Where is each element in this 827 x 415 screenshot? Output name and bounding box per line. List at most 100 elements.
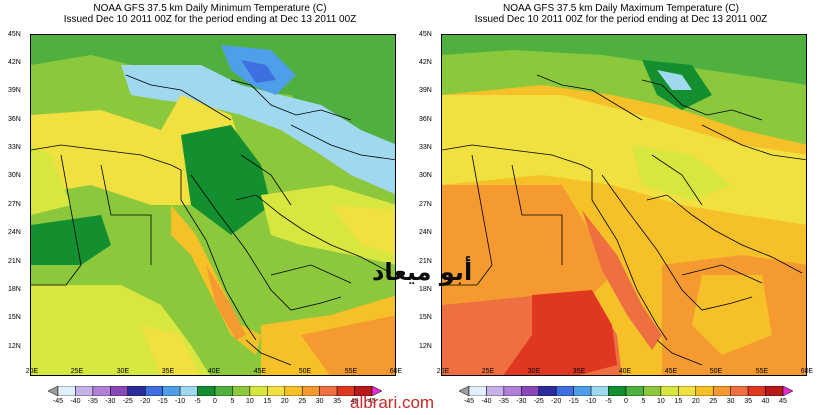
colorbar-label: -45: [52, 398, 64, 405]
lat-tick: 30N: [419, 172, 432, 179]
colorbar-swatch: [232, 386, 251, 396]
lon-tick: 50E: [709, 368, 723, 375]
colorbar-label: -40: [481, 398, 492, 405]
colorbar-label: -45: [463, 398, 475, 405]
max-temp-panel: NOAA GFS 37.5 km Daily Maximum Temperatu…: [419, 0, 813, 415]
colorbar-label: 15: [674, 398, 683, 405]
lat-tick: 21N: [8, 258, 21, 265]
watermark-site: albrari.com: [350, 393, 435, 412]
colorbar-swatch: [660, 386, 679, 396]
colorbar-swatch: [249, 386, 268, 396]
lat-tick: 39N: [419, 87, 432, 94]
lon-tick: 25E: [481, 368, 495, 375]
lat-tick: 42N: [8, 59, 21, 66]
lat-tick: 27N: [419, 201, 432, 208]
colorbar-label: 45: [368, 398, 376, 405]
colorbar-label: -15: [157, 398, 168, 405]
colorbar-swatch: [555, 386, 574, 396]
colorbar-label: 40: [350, 398, 359, 405]
colorbar-label: -10: [175, 398, 186, 405]
colorbar-swatch: [712, 386, 731, 396]
colorbar-label: 10: [656, 398, 665, 405]
colorbar-swatch: [459, 386, 470, 396]
lat-tick: 30N: [8, 172, 21, 179]
colorbar-label: 0: [213, 398, 217, 405]
min-temp-field: [31, 35, 395, 375]
colorbar-label: 5: [641, 398, 646, 405]
colorbar-swatch: [503, 386, 522, 396]
colorbar-swatch: [301, 386, 320, 396]
colorbar-label: -25: [533, 398, 544, 405]
colorbar-label: 10: [245, 398, 254, 405]
colorbar-label: 30: [315, 398, 324, 405]
colorbar-swatch: [468, 386, 487, 396]
colorbar-swatch: [782, 386, 793, 396]
colorbar-swatch: [267, 386, 286, 396]
colorbar-label: 0: [624, 398, 628, 405]
colorbar-swatch: [214, 386, 233, 396]
colorbar-swatch: [127, 386, 146, 396]
colorbar-swatch: [319, 386, 338, 396]
colorbar-swatch: [92, 386, 111, 396]
colorbar-label: -35: [498, 398, 509, 405]
colorbar-label: 15: [263, 398, 272, 405]
lat-tick: 18N: [419, 286, 432, 293]
lat-tick: 42N: [419, 59, 432, 66]
lon-tick: 35E: [161, 368, 175, 375]
colorbar-label: -5: [194, 398, 201, 405]
lat-tick: 36N: [419, 116, 432, 123]
colorbar-swatch: [643, 386, 662, 396]
panel-title: NOAA GFS 37.5 km Daily Minimum Temperatu…: [93, 3, 327, 14]
colorbar-swatch: [162, 386, 181, 396]
colorbar-label: 25: [709, 398, 718, 405]
colorbar-swatch: [179, 386, 198, 396]
lat-tick: 24N: [419, 229, 432, 236]
colorbar: [48, 386, 382, 396]
lon-tick: 55E: [344, 368, 358, 375]
colorbar-swatch: [144, 386, 163, 396]
colorbar-label: -15: [568, 398, 579, 405]
lon-tick: 60E: [800, 368, 814, 375]
colorbar-label: -30: [516, 398, 527, 405]
lat-tick: 15N: [8, 314, 21, 321]
lon-tick: 20E: [25, 368, 39, 375]
colorbar-swatch: [625, 386, 644, 396]
min-temp-panel: NOAA GFS 37.5 km Daily Minimum Temperatu…: [8, 0, 402, 415]
watermark-text: أبو ميعاد: [372, 258, 473, 286]
colorbar-label: 20: [691, 398, 700, 405]
lat-tick: 15N: [419, 314, 432, 321]
colorbar-label: 20: [280, 398, 289, 405]
colorbar-swatch: [765, 386, 784, 396]
colorbar: [459, 386, 793, 396]
lat-tick: 27N: [8, 201, 21, 208]
lat-tick: 24N: [8, 229, 21, 236]
colorbar-swatch: [695, 386, 714, 396]
lon-tick: 40E: [207, 368, 221, 375]
lon-tick: 25E: [70, 368, 84, 375]
colorbar-label: 35: [333, 398, 341, 405]
colorbar-swatch: [75, 386, 94, 396]
colorbar-label: -35: [87, 398, 98, 405]
lon-tick: 50E: [298, 368, 312, 375]
colorbar-swatch: [747, 386, 766, 396]
panel-subtitle: Issued Dec 10 2011 00Z for the period en…: [474, 14, 768, 25]
colorbar-label: -20: [140, 398, 151, 405]
colorbar-label: -10: [586, 398, 597, 405]
lon-tick: 30E: [527, 368, 541, 375]
min-temp-map: [30, 34, 396, 376]
lat-tick: 45N: [419, 31, 432, 38]
colorbar-swatch: [486, 386, 505, 396]
lon-tick: 45E: [253, 368, 267, 375]
lon-tick: 60E: [389, 368, 403, 375]
colorbar-label: -25: [122, 398, 133, 405]
colorbar-swatch: [284, 386, 303, 396]
colorbar-label: 30: [726, 398, 735, 405]
colorbar-label: 35: [744, 398, 752, 405]
lat-tick: 33N: [8, 144, 21, 151]
colorbar-label: -20: [551, 398, 562, 405]
colorbar-label: -40: [70, 398, 81, 405]
colorbar-swatch: [521, 386, 540, 396]
lon-tick: 55E: [755, 368, 769, 375]
colorbar-swatch: [573, 386, 592, 396]
colorbar-swatch: [110, 386, 129, 396]
